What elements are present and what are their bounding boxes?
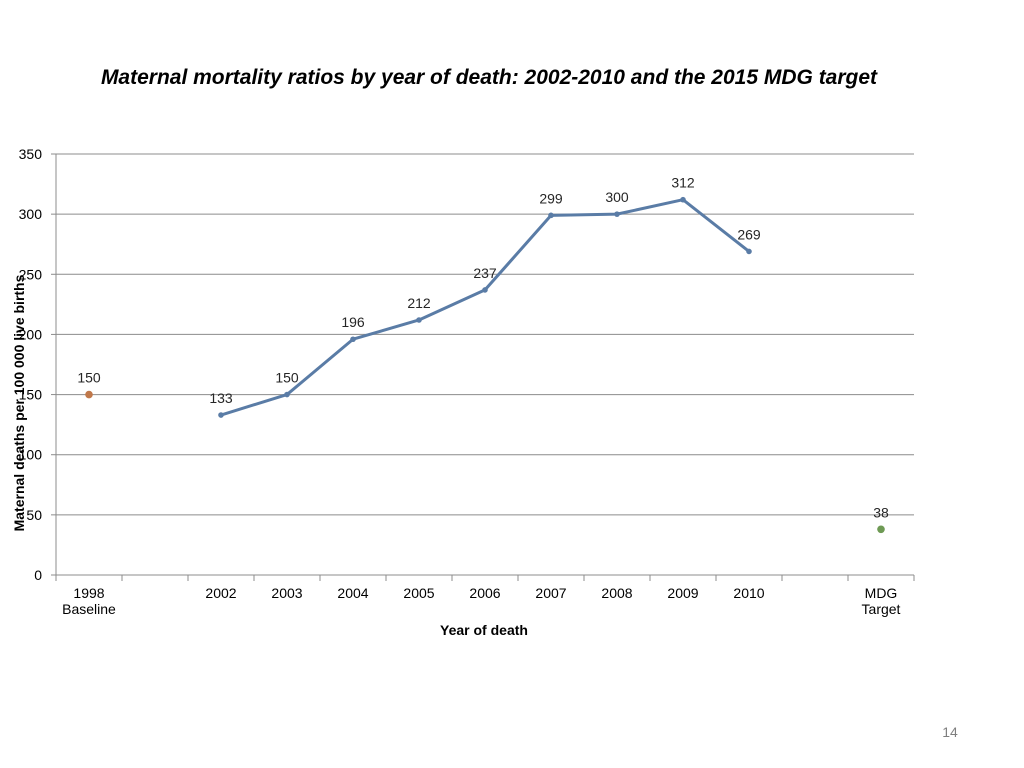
x-tick-label: 2007 xyxy=(535,585,566,601)
x-tick-label: MDG xyxy=(865,585,898,601)
data-point xyxy=(350,336,356,343)
slide-title: Maternal mortality ratios by year of dea… xyxy=(100,66,878,89)
x-tick-label: Baseline xyxy=(62,601,116,617)
data-label: 196 xyxy=(341,314,365,330)
y-tick-label: 200 xyxy=(19,326,43,342)
y-axis-title: Maternal deaths per 100 000 live births xyxy=(11,274,27,531)
data-label: 300 xyxy=(605,189,629,205)
x-tick-label: Target xyxy=(862,601,901,617)
data-point xyxy=(746,248,752,255)
data-point xyxy=(680,196,686,203)
y-tick-label: 0 xyxy=(34,567,42,583)
data-label: 269 xyxy=(737,226,761,242)
x-tick-label: 2010 xyxy=(733,585,764,601)
x-tick-label: 2003 xyxy=(271,585,302,601)
x-tick-label: 1998 xyxy=(73,585,104,601)
data-label: 133 xyxy=(209,390,233,406)
gridlines xyxy=(56,153,914,516)
y-tick-label: 250 xyxy=(19,266,43,282)
x-axis-title: Year of death xyxy=(440,622,528,638)
data-label: 312 xyxy=(671,175,695,191)
data-point xyxy=(218,412,224,418)
y-tick-label: 350 xyxy=(19,146,43,162)
data-label: 38 xyxy=(873,504,889,520)
x-tick-label: 2006 xyxy=(469,585,500,601)
x-tick-label: 2004 xyxy=(337,585,368,601)
data-label: 150 xyxy=(77,370,101,386)
series-line xyxy=(220,198,750,417)
data-label: 299 xyxy=(539,190,563,206)
x-tick-label: 2009 xyxy=(667,585,698,601)
data-point xyxy=(482,287,488,293)
data-point xyxy=(877,525,885,534)
x-tick-label: 2002 xyxy=(205,585,236,601)
y-tick-label: 150 xyxy=(19,387,43,403)
data-point xyxy=(548,212,554,219)
data-label: 150 xyxy=(275,370,299,386)
y-tick-labels: 0 50 100 150 200 250 300 350 xyxy=(19,146,43,583)
y-tick-label: 300 xyxy=(19,206,43,222)
data-labels: 150 133 150 196 212 237 299 300 312 269 38 xyxy=(77,175,889,521)
x-tick-label: 2008 xyxy=(601,585,632,601)
data-point xyxy=(614,211,620,217)
y-tick-label: 100 xyxy=(19,447,43,463)
page-number: 14 xyxy=(942,724,958,740)
axes xyxy=(51,153,915,581)
x-tick-label: 2005 xyxy=(403,585,434,601)
data-point xyxy=(284,391,290,398)
data-label: 212 xyxy=(407,295,431,311)
data-point xyxy=(85,390,93,399)
data-label: 237 xyxy=(473,265,497,281)
series xyxy=(85,196,885,534)
y-tick-label: 50 xyxy=(26,507,42,523)
data-point xyxy=(416,317,422,323)
